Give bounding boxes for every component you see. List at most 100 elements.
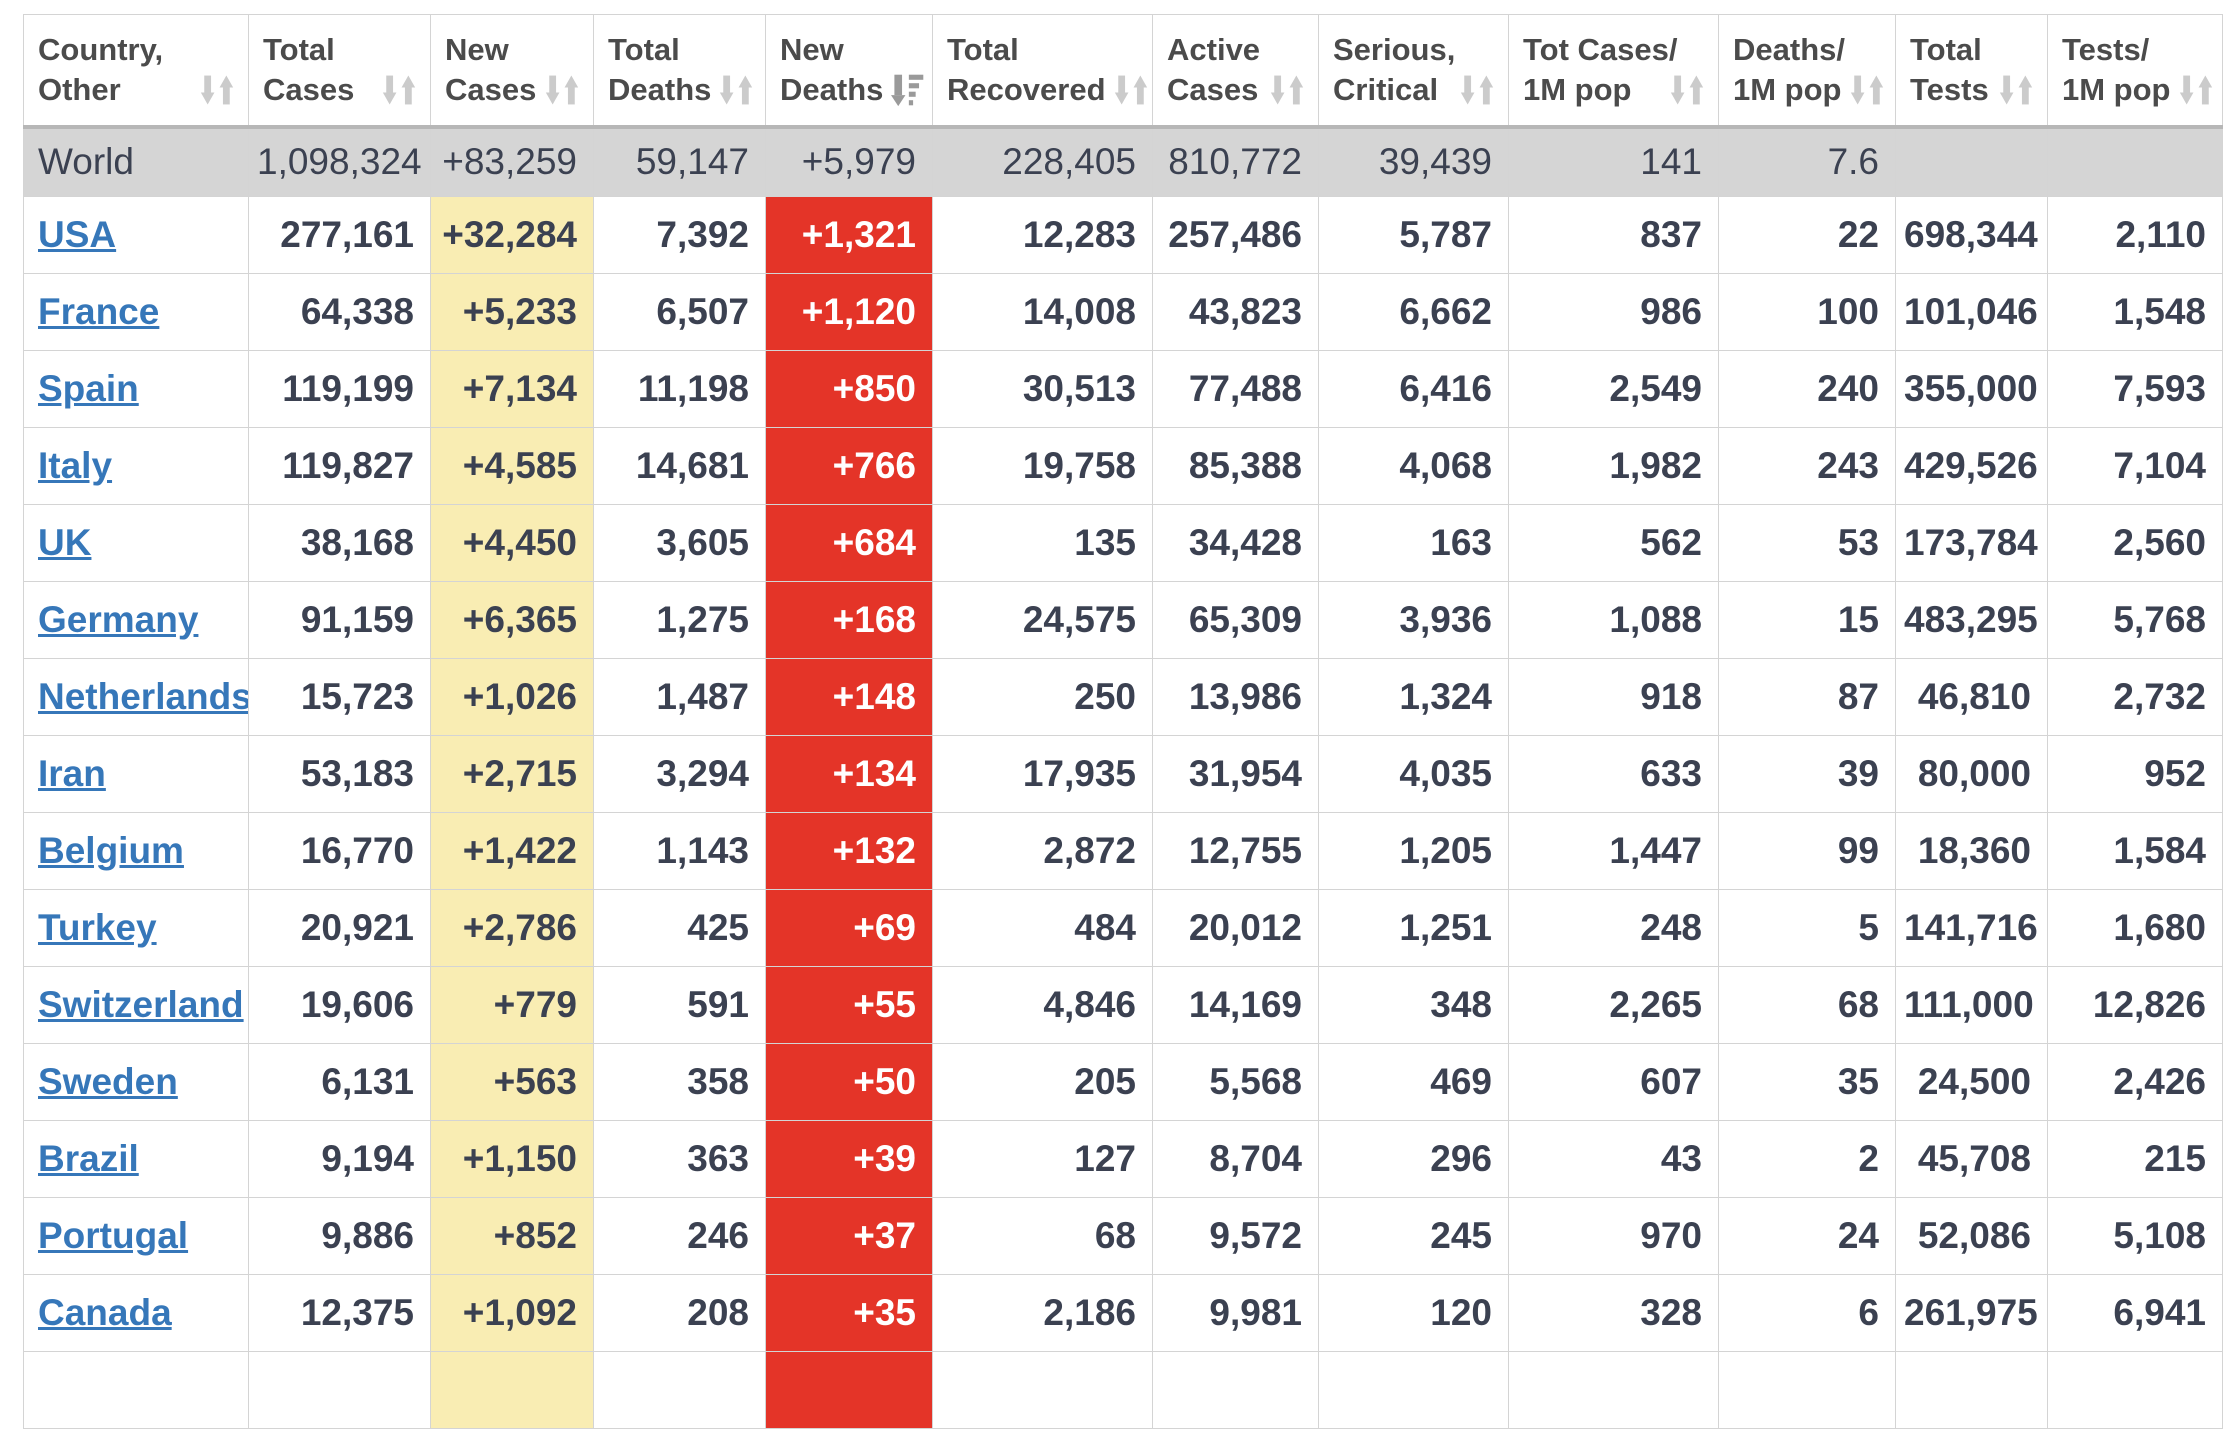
cell-total_cases: 6,131 [248,1043,431,1121]
cell-total_cases: 12,375 [248,1274,431,1352]
cell-total_tests: 483,295 [1895,581,2048,659]
country-link[interactable]: France [38,291,160,332]
cell-new_cases: +83,259 [430,126,594,197]
cell-deaths_1m: 68 [1718,966,1896,1044]
country-link[interactable]: Portugal [38,1215,189,1256]
cell-deaths_1m [1718,1351,1896,1429]
cell-country: Portugal [23,1197,249,1275]
sort-icon[interactable] [200,73,234,107]
column-label-line1: Tot Cases/ [1523,31,1678,67]
col-header-serious_critical[interactable]: Serious, Critical [1318,14,1509,129]
sort-icon[interactable] [1114,73,1148,107]
cell-new_cases: +852 [430,1197,594,1275]
table-row: Germany 91,159 +6,365 1,275 +168 24,575 65,309… [23,581,2223,659]
cell-total_recovered: 228,405 [932,126,1153,197]
column-label-line1: Total [1910,31,1982,67]
cell-total_tests [1895,1351,2048,1429]
sort-icon[interactable] [1460,73,1494,107]
country-link[interactable]: Spain [38,368,139,409]
cell-total_deaths: 1,487 [593,658,766,736]
table-row: USA 277,161 +32,284 7,392 +1,321 12,283 257,48… [23,196,2223,274]
sort-icon[interactable] [1850,73,1884,107]
col-header-new_cases[interactable]: New Cases [430,14,594,129]
cell-total_recovered [932,1351,1153,1429]
column-label-line2: 1M pop [1523,71,1632,107]
sort-icon[interactable] [1670,73,1704,107]
cell-new_deaths [765,1351,933,1429]
column-label: Active Cases [1167,30,1304,110]
sort-icon[interactable] [382,73,416,107]
cell-total_deaths: 3,294 [593,735,766,813]
country-link[interactable]: USA [38,214,117,255]
sort-icon[interactable] [1999,73,2033,107]
cell-new_cases: +1,422 [430,812,594,890]
col-header-total_tests[interactable]: Total Tests [1895,14,2048,129]
column-label-line2: Cases [1167,71,1259,107]
sort-icon[interactable] [2179,73,2213,107]
covid-stats-table-wrap: Country, Other Total Cases New Cases Tot… [23,14,2223,1429]
cell-total_deaths: 11,198 [593,350,766,428]
col-header-new_deaths[interactable]: New Deaths [765,14,933,129]
country-link[interactable]: Belgium [38,830,184,871]
column-label-line2: Tests [1910,71,1989,107]
cell-active_cases: 77,488 [1152,350,1319,428]
cell-active_cases: 13,986 [1152,658,1319,736]
cell-new_deaths: +766 [765,427,933,505]
cell-tests_1m: 6,941 [2047,1274,2223,1352]
cell-serious_critical: 6,416 [1318,350,1509,428]
column-label: New Deaths [780,30,924,110]
cell-cases_1m [1508,1351,1719,1429]
sort-icon[interactable] [545,73,579,107]
col-header-total_cases[interactable]: Total Cases [248,14,431,129]
cell-total_recovered: 2,872 [932,812,1153,890]
country-link[interactable]: Brazil [38,1138,139,1179]
cell-total_recovered: 205 [932,1043,1153,1121]
cell-new_cases: +6,365 [430,581,594,659]
country-link[interactable]: Iran [38,753,106,794]
cell-new_deaths: +39 [765,1120,933,1198]
col-header-tests_1m[interactable]: Tests/ 1M pop [2047,14,2223,129]
cell-cases_1m: 141 [1508,126,1719,197]
cell-total_cases: 38,168 [248,504,431,582]
country-link[interactable]: Italy [38,445,113,486]
col-header-country[interactable]: Country, Other [23,14,249,129]
col-header-cases_1m[interactable]: Tot Cases/ 1M pop [1508,14,1719,129]
col-header-total_deaths[interactable]: Total Deaths [593,14,766,129]
covid-stats-table: Country, Other Total Cases New Cases Tot… [23,14,2223,1429]
sort-icon[interactable] [719,73,753,107]
cell-active_cases: 65,309 [1152,581,1319,659]
country-link[interactable]: UK [38,522,92,563]
sort-icon[interactable] [1270,73,1304,107]
cell-new_deaths: +850 [765,350,933,428]
cell-active_cases: 14,169 [1152,966,1319,1044]
cell-total_cases: 91,159 [248,581,431,659]
cell-total_recovered: 127 [932,1120,1153,1198]
cell-tests_1m: 2,426 [2047,1043,2223,1121]
sort-desc-icon[interactable] [891,73,925,107]
country-link[interactable]: Switzerland [38,984,244,1025]
cell-serious_critical: 120 [1318,1274,1509,1352]
column-label-line2: Deaths [608,71,712,107]
cell-active_cases: 810,772 [1152,126,1319,197]
column-label-line2: Critical [1333,71,1439,107]
country-link[interactable]: Sweden [38,1061,178,1102]
cell-country: UK [23,504,249,582]
country-link[interactable]: Turkey [38,907,157,948]
row-label: World [38,141,134,183]
cell-tests_1m: 2,110 [2047,196,2223,274]
cell-tests_1m: 215 [2047,1120,2223,1198]
column-label-line1: Total [608,31,680,67]
col-header-active_cases[interactable]: Active Cases [1152,14,1319,129]
col-header-total_recovered[interactable]: Total Recovered [932,14,1153,129]
col-header-deaths_1m[interactable]: Deaths/ 1M pop [1718,14,1896,129]
cell-total_tests: 698,344 [1895,196,2048,274]
country-link[interactable]: Germany [38,599,199,640]
country-link[interactable]: Canada [38,1292,172,1333]
cell-active_cases: 31,954 [1152,735,1319,813]
cell-new_cases: +5,233 [430,273,594,351]
column-label-line1: Serious, [1333,31,1456,67]
cell-total_recovered: 30,513 [932,350,1153,428]
column-label-line2: Cases [445,71,537,107]
country-link[interactable]: Netherlands [38,676,249,717]
cell-total_tests [1895,126,2048,197]
